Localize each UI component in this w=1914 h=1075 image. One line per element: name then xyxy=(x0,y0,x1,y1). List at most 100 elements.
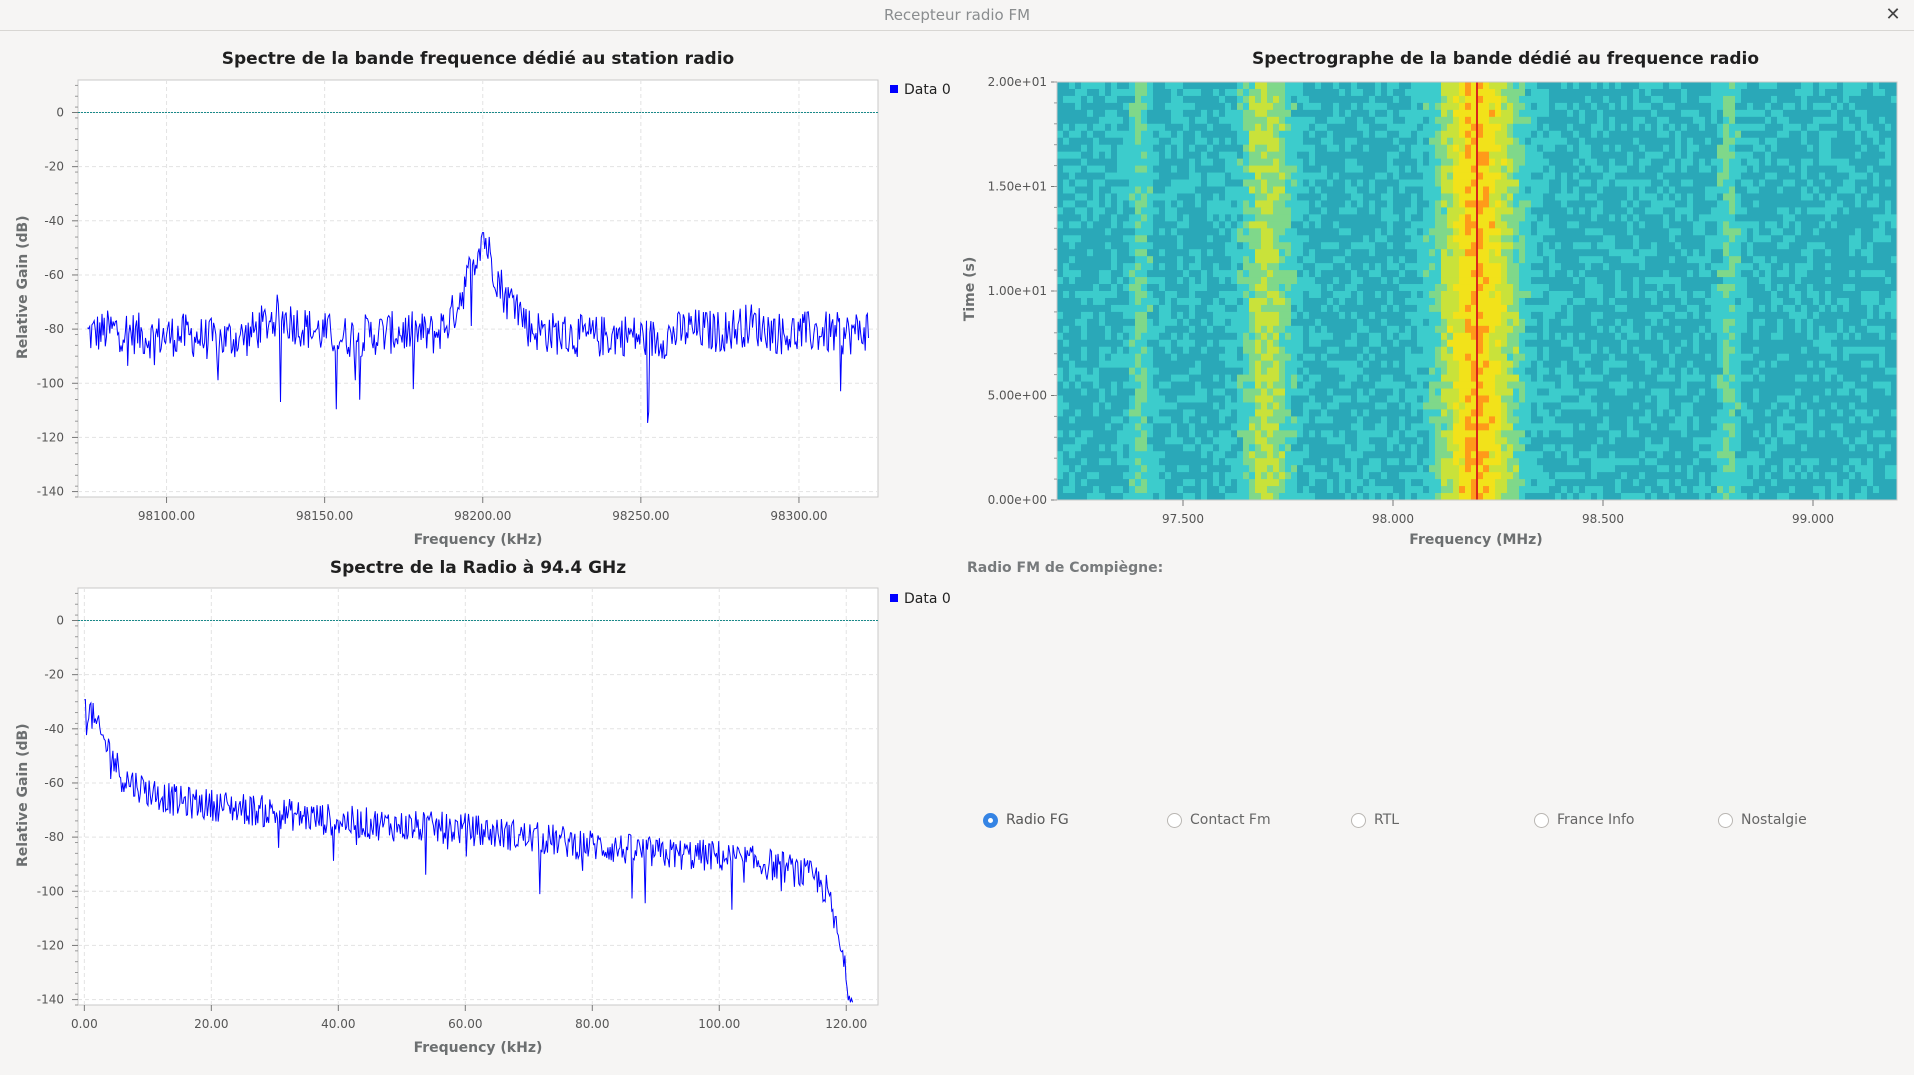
spectrogram-cell xyxy=(1099,402,1106,410)
spectrogram-cell xyxy=(1465,172,1472,180)
spectrogram-cell xyxy=(1537,346,1544,355)
spectrogram-cell xyxy=(1123,402,1130,410)
spectrogram-cell xyxy=(1183,228,1190,236)
spectrogram-plot[interactable]: 2.00e+011.50e+011.00e+015.00e+000.00e+00… xyxy=(960,75,1910,535)
spectrogram-cell xyxy=(1477,235,1484,243)
spectrogram-cell xyxy=(1513,458,1520,466)
spectrogram-cell xyxy=(1225,284,1232,292)
spectrogram-cell xyxy=(1219,346,1226,355)
spectrogram-cell xyxy=(1519,186,1526,194)
spectrogram-cell xyxy=(1171,291,1178,299)
spectrogram-cell xyxy=(1423,381,1430,389)
spectrogram-cell xyxy=(1159,193,1166,201)
spectrogram-cell xyxy=(1249,158,1256,166)
spectrogram-cell xyxy=(1321,116,1328,125)
spectrogram-cell xyxy=(1279,360,1286,369)
spectrogram-cell xyxy=(1231,291,1238,299)
spectrogram-cell xyxy=(1153,486,1160,494)
spectrogram-cell xyxy=(1477,402,1484,410)
spectrogram-cell xyxy=(1399,444,1406,452)
spectrogram-cell xyxy=(1399,95,1406,104)
spectrogram-cell xyxy=(1123,479,1130,487)
spectrogram-cell xyxy=(1213,116,1220,125)
spectrogram-cell xyxy=(1159,360,1166,369)
spectrogram-cell xyxy=(1237,207,1244,215)
spectrogram-cell xyxy=(1141,332,1148,341)
spectrogram-cell xyxy=(1411,493,1418,501)
spectrogram-cell xyxy=(1171,395,1178,403)
spectrogram-cell xyxy=(1351,346,1358,355)
spectrogram-cell xyxy=(1489,381,1496,389)
close-icon[interactable]: ✕ xyxy=(1885,4,1901,25)
spectrogram-cell xyxy=(1453,270,1460,278)
spectrogram-cell xyxy=(1225,374,1232,382)
spectrogram-cell xyxy=(1255,304,1262,313)
spectrogram-cell xyxy=(1531,200,1538,208)
spectrogram-cell xyxy=(1087,346,1094,355)
spectrogram-cell xyxy=(1201,458,1208,466)
spectrogram-cell xyxy=(1261,228,1268,236)
spectrogram-cell xyxy=(1105,416,1112,424)
spectrogram-cell xyxy=(1519,374,1526,382)
spectrogram-cell xyxy=(1159,235,1166,243)
spectrogram-cell xyxy=(1351,486,1358,494)
spectrogram-cell xyxy=(1363,235,1370,243)
spectrogram-cell xyxy=(1123,395,1130,403)
spectrogram-cell xyxy=(1453,367,1460,375)
spectrogram-cell xyxy=(1387,242,1394,250)
spectrogram-cell xyxy=(1489,388,1496,396)
spectrogram-cell xyxy=(1339,165,1346,173)
spectrogram-cell xyxy=(1183,437,1190,445)
spectrogram-cell xyxy=(1279,346,1286,355)
spectrogram-cell xyxy=(1411,277,1418,285)
spectrogram-cell xyxy=(1063,311,1070,320)
spectrogram-cell xyxy=(1261,172,1268,180)
spectrogram-cell xyxy=(1303,374,1310,382)
spectrogram-cell xyxy=(1531,256,1538,264)
spectrogram-cell xyxy=(1339,360,1346,369)
spectrogram-cell xyxy=(1171,374,1178,382)
spectrogram-cell xyxy=(1441,388,1448,396)
spectrogram-cell xyxy=(1195,130,1202,139)
spectrogram-cell xyxy=(1237,402,1244,410)
spectrogram-cell xyxy=(1387,437,1394,445)
spectrogram-cell xyxy=(1069,444,1076,452)
spectrogram-cell xyxy=(1525,102,1532,111)
spectrogram-cell xyxy=(1129,451,1136,459)
spectrogram-cell xyxy=(1507,318,1514,327)
spectrogram-cell xyxy=(1387,416,1394,424)
spectrogram-cell xyxy=(1429,311,1436,320)
spectrogram-cell xyxy=(1099,353,1106,362)
spectrogram-cell xyxy=(1243,116,1250,125)
spectrogram-cell xyxy=(1411,193,1418,201)
spectrogram-cell xyxy=(1081,144,1088,153)
spectrogram-cell xyxy=(1411,325,1418,334)
spectrogram-cell xyxy=(1243,493,1250,501)
spectrogram-cell xyxy=(1387,332,1394,341)
spectrogram-cell xyxy=(1225,367,1232,375)
spectrogram-cell xyxy=(1177,95,1184,104)
spectrogram-cell xyxy=(1153,88,1160,97)
spectrogram-cell xyxy=(1261,395,1268,403)
spectrogram-cell xyxy=(1297,144,1304,153)
spectrogram-cell xyxy=(1291,179,1298,187)
spectrogram-cell xyxy=(1303,332,1310,341)
spectrogram-cell xyxy=(1417,381,1424,389)
spectrogram-cell xyxy=(1123,444,1130,452)
spectrogram-cell xyxy=(1081,277,1088,285)
spectrogram-cell xyxy=(1165,472,1172,480)
spectrogram-cell xyxy=(1303,228,1310,236)
spectrogram-cell xyxy=(1513,256,1520,264)
spectrogram-cell xyxy=(1291,395,1298,403)
spectrogram-cell xyxy=(1465,353,1472,362)
close-button[interactable]: ✕ xyxy=(1882,4,1904,26)
spectrogram-cell xyxy=(1213,381,1220,389)
spectrogram-cell xyxy=(1477,346,1484,355)
spectrogram-cell xyxy=(1339,374,1346,382)
spectrogram-cell xyxy=(1327,360,1334,369)
spectrogram-cell xyxy=(1117,493,1124,501)
spectrogram-cell xyxy=(1513,451,1520,459)
spectrogram-cell xyxy=(1501,165,1508,173)
spectrogram-cell xyxy=(1309,88,1316,97)
